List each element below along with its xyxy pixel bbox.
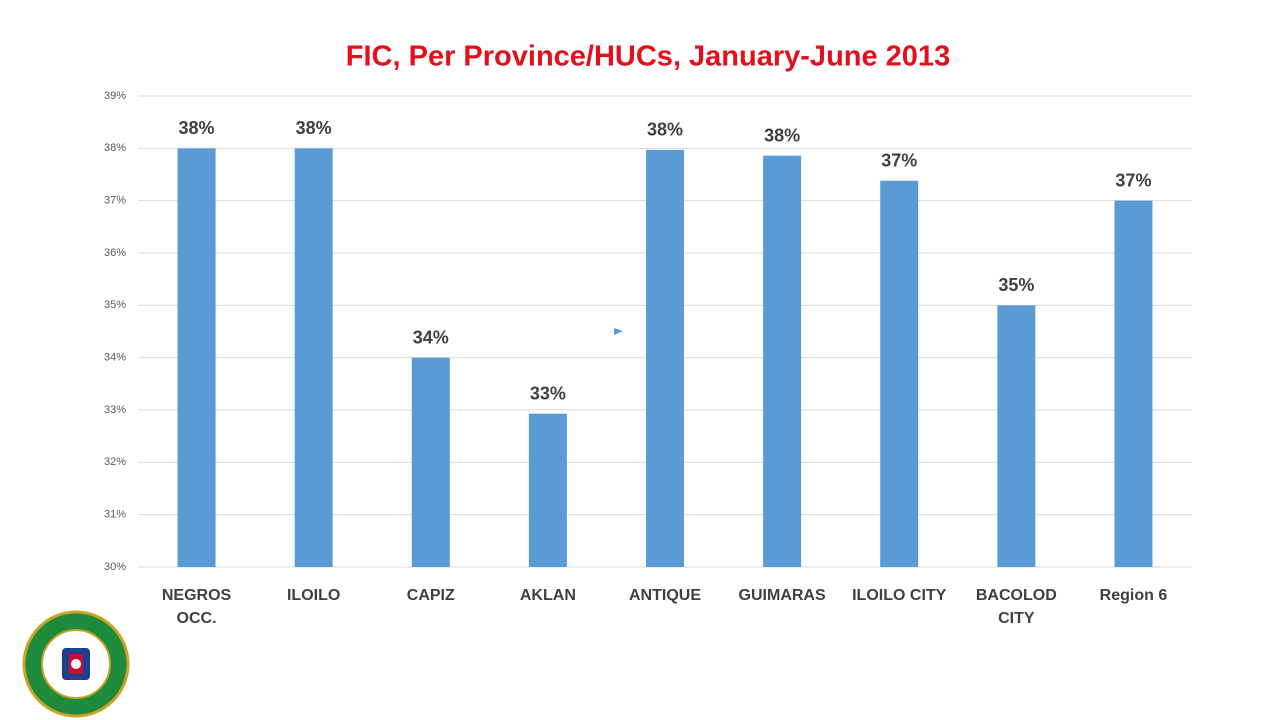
logo [22,610,130,718]
pointer-marker [614,328,623,335]
y-tick-label: 33% [104,404,126,416]
x-tick-label: Region 6 [1099,587,1168,604]
x-tick-label: BACOLOD CITY [975,587,1057,627]
data-label: 37% [1115,170,1151,190]
bar [997,305,1036,567]
y-tick-label: 36% [104,247,126,259]
y-tick-label: 37% [104,195,126,207]
bar [880,180,919,567]
data-label: 38% [764,125,800,145]
y-tick-label: 35% [104,299,126,311]
x-tick-label: CAPIZ [406,587,455,604]
bar [1114,200,1153,567]
y-tick-label: 34% [104,352,126,364]
y-tick-label: 38% [104,142,126,154]
y-tick-label: 30% [104,561,126,573]
x-tick-label: GUIMARAS [738,587,826,604]
y-tick-label: 39% [104,90,126,102]
data-label: 37% [881,151,917,171]
data-label: 34% [413,327,449,347]
data-label: 38% [179,118,215,138]
bar [646,149,684,568]
bar [763,155,802,567]
y-tick-label: 31% [104,509,126,521]
x-tick-label: AKLAN [519,587,576,604]
bar [411,357,450,567]
data-label: 35% [998,275,1034,295]
y-tick-label: 32% [104,456,126,468]
x-tick-label: ANTIQUE [629,587,701,604]
x-tick-label: ILOILO [286,587,341,604]
x-tick-label: ILOILO CITY [852,587,947,604]
bar [528,413,567,567]
bar [294,148,333,568]
data-label: 38% [296,118,332,138]
data-label: 38% [647,120,683,140]
x-tick-label: NEGROS OCC. [161,587,232,627]
bar [177,148,216,568]
data-label: 33% [530,383,566,403]
chart-title: FIC, Per Province/HUCs, January-June 201… [346,41,950,73]
